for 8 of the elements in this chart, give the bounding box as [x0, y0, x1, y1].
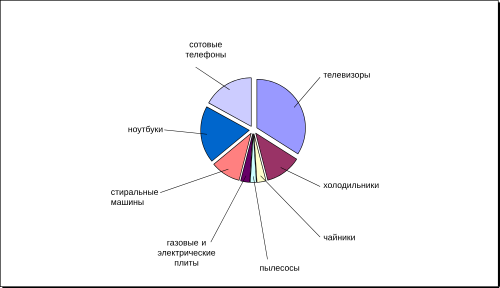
slice-label: сотовые телефоны	[186, 42, 226, 59]
slice-label: телевизоры	[323, 72, 370, 80]
slice-label: стиральные машины	[111, 190, 158, 205]
slice-label: холодильники	[323, 183, 379, 190]
slice-label: ноутбуки	[128, 126, 162, 134]
slice-label: чайники	[324, 234, 355, 240]
slice-label: пылесосы	[260, 266, 300, 271]
slice-label: газовые и электрические плиты	[158, 240, 216, 266]
